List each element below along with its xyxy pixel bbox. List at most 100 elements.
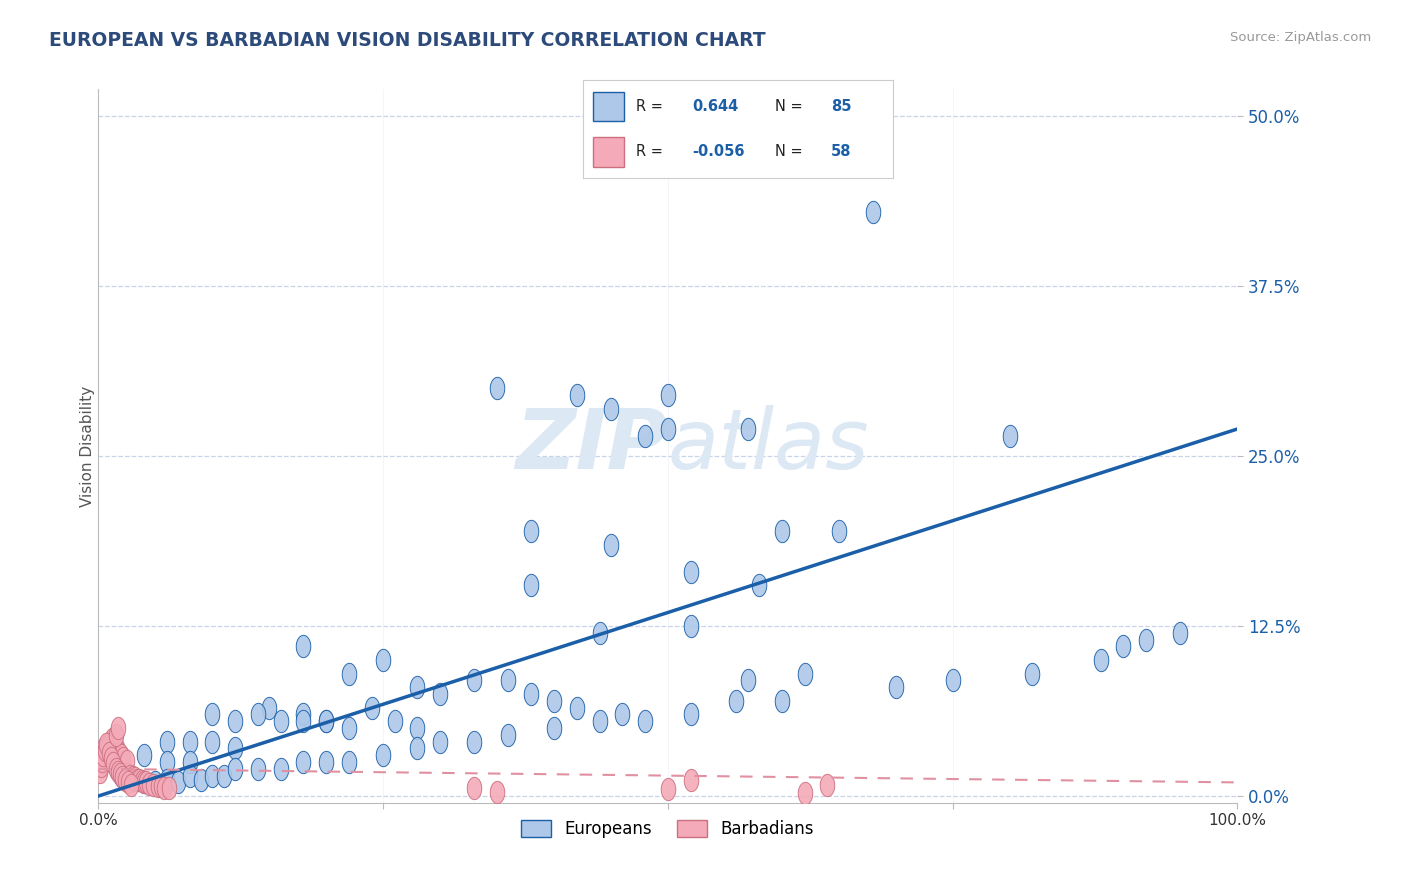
Point [315,755,337,769]
Point [942,673,965,688]
Point [103,751,125,765]
Point [212,769,235,783]
Point [498,728,520,742]
Point [1112,640,1135,654]
Point [105,741,128,756]
Point [657,782,679,797]
Point [179,769,201,783]
Point [101,731,124,746]
Point [89,764,111,779]
Point [103,756,125,771]
Point [337,755,360,769]
Point [429,734,451,748]
Point [520,578,543,592]
Point [679,619,702,633]
Point [201,734,224,748]
Point [91,748,114,763]
Point [104,762,127,776]
Point [737,422,759,436]
Point [565,388,588,402]
Point [105,755,128,769]
Bar [593,137,624,167]
Point [138,777,160,791]
Bar [593,92,624,121]
Point [600,537,623,551]
Point [190,772,212,787]
Point [371,748,394,763]
Point [132,775,155,789]
Point [124,772,146,786]
Point [292,640,315,654]
Point [770,524,793,538]
Point [98,734,121,748]
Point [101,746,124,760]
Y-axis label: Vision Disability: Vision Disability [80,385,94,507]
Point [146,780,169,794]
Point [543,721,565,735]
Point [634,429,657,443]
Text: N =: N = [775,145,803,160]
Point [110,748,132,763]
Text: EUROPEAN VS BARBADIAN VISION DISABILITY CORRELATION CHART: EUROPEAN VS BARBADIAN VISION DISABILITY … [49,31,766,50]
Point [153,780,176,795]
Point [128,772,150,787]
Point [121,770,143,784]
Point [520,524,543,538]
Point [179,734,201,748]
Point [337,666,360,681]
Point [884,680,907,694]
Point [463,734,485,748]
Point [463,673,485,688]
Point [520,687,543,701]
Point [246,762,269,776]
Point [246,707,269,722]
Point [156,772,179,787]
Point [371,653,394,667]
Legend: Europeans, Barbadians: Europeans, Barbadians [515,813,821,845]
Point [142,778,165,792]
Point [498,673,520,688]
Point [259,700,281,714]
Point [634,714,657,729]
Point [486,785,509,799]
Point [110,762,132,776]
Point [463,780,485,795]
Point [157,780,180,795]
Point [120,778,142,792]
Point [120,769,142,783]
Point [132,775,155,789]
Point [112,764,135,779]
Point [98,748,121,763]
Point [115,754,138,768]
Point [131,774,153,789]
Point [156,755,179,769]
Text: -0.056: -0.056 [692,145,744,160]
Point [748,578,770,592]
Point [486,381,509,395]
Point [108,746,131,760]
Point [135,775,157,789]
Point [1135,632,1157,647]
Point [97,746,120,760]
Point [117,775,139,789]
Point [543,694,565,708]
Point [115,767,138,781]
Text: Source: ZipAtlas.com: Source: ZipAtlas.com [1230,31,1371,45]
Point [793,666,815,681]
Point [292,707,315,722]
Point [815,778,838,792]
Point [112,751,135,765]
Point [862,204,884,219]
Point [360,700,382,714]
Point [600,401,623,416]
Point [657,388,679,402]
Point [93,741,115,756]
Point [384,714,406,729]
Point [1090,653,1112,667]
Point [90,754,112,768]
Point [292,714,315,729]
Text: R =: R = [636,99,664,114]
Point [337,721,360,735]
Point [270,762,292,776]
Point [1170,626,1192,640]
